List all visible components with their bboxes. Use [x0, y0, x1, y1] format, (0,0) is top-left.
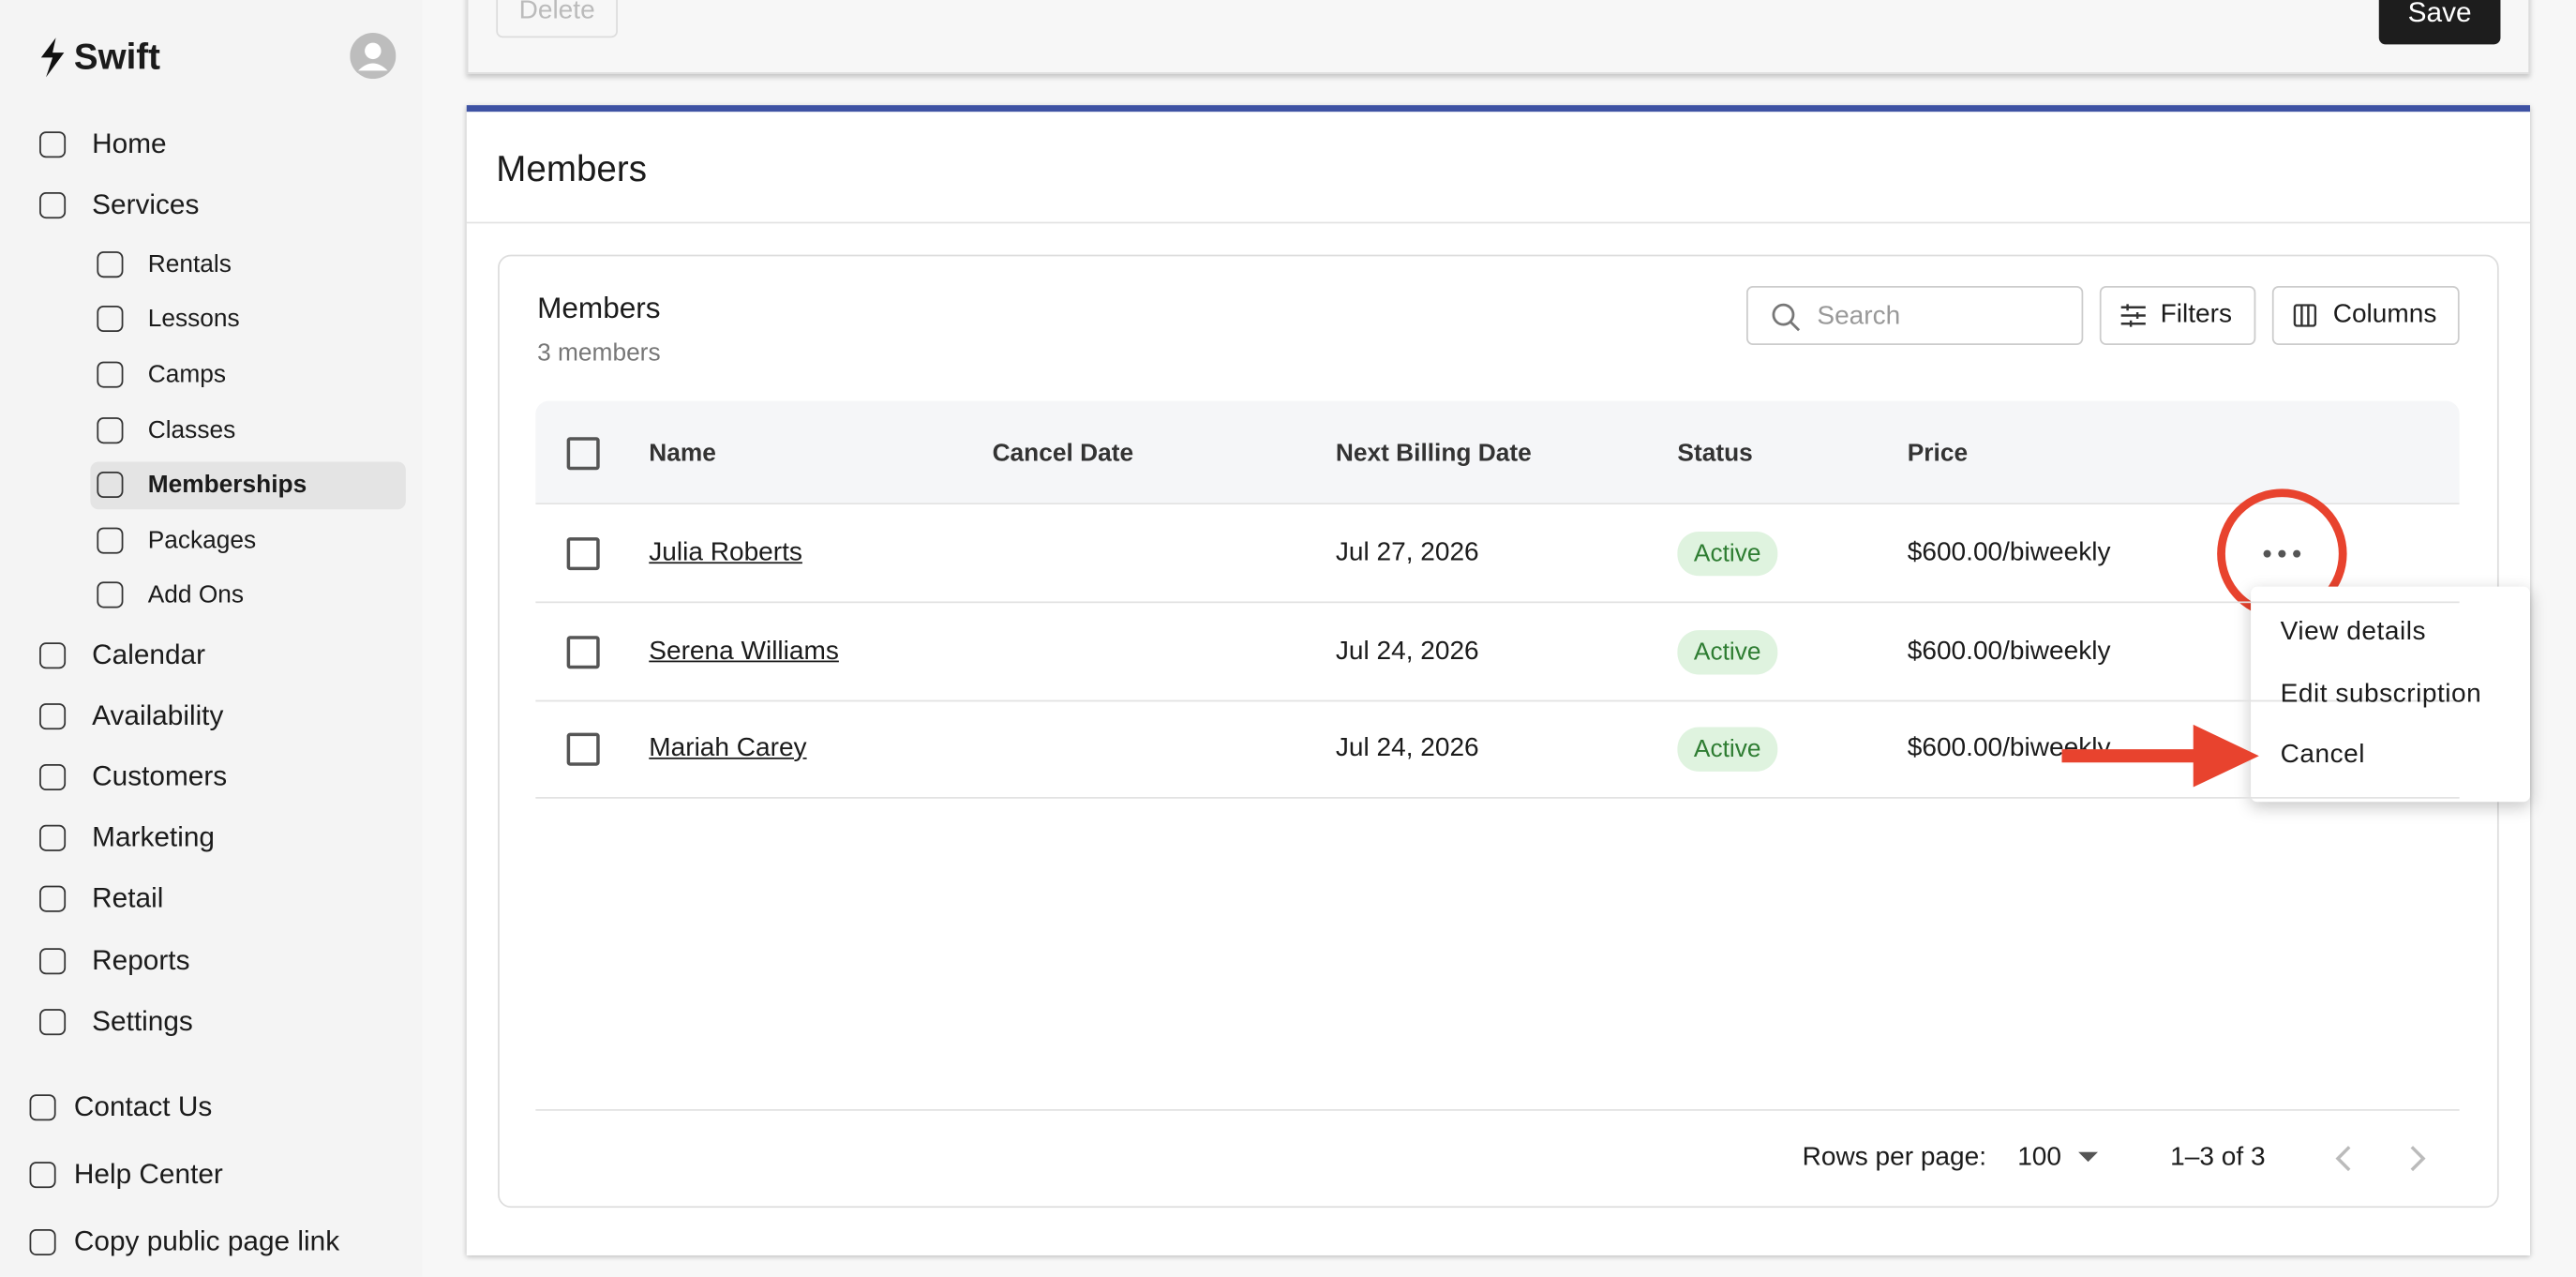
table-title: Members: [537, 292, 661, 325]
row-divider: [535, 601, 2460, 604]
nav-icon: [39, 642, 67, 669]
column-header: Next Billing Date: [1335, 439, 1532, 468]
nav-item[interactable]: Marketing: [92, 821, 215, 854]
status-chip: Active: [1677, 727, 1778, 772]
price: $600.00/biweekly: [1907, 637, 2111, 665]
nav-icon: [39, 764, 67, 791]
nav-icon: [97, 417, 124, 444]
nav-item[interactable]: Home: [92, 128, 167, 160]
menu-item[interactable]: View details: [2280, 617, 2427, 646]
nav-item[interactable]: Retail: [92, 882, 164, 915]
nav-icon: [39, 825, 67, 852]
subnav-item[interactable]: Lessons: [147, 305, 240, 333]
search-box[interactable]: [1746, 285, 2084, 346]
nav-icon: [97, 361, 124, 388]
nav-icon: [29, 1162, 56, 1189]
nav-icon: [39, 703, 67, 730]
nav-item[interactable]: Reports: [92, 943, 190, 976]
nav-active-bg: [90, 461, 406, 510]
rows-per-page-label: Rows per page:: [1802, 1143, 1987, 1172]
nav-item[interactable]: Calendar: [92, 638, 206, 671]
status-chip: Active: [1677, 629, 1778, 674]
nav-item[interactable]: Services: [92, 188, 200, 220]
columns-label: Columns: [2332, 300, 2437, 329]
page-nav[interactable]: [2333, 1146, 2432, 1172]
next-billing-date: Jul 24, 2026: [1335, 637, 1479, 665]
logo: [40, 38, 65, 78]
subnav-item[interactable]: Camps: [147, 360, 227, 389]
page-range: 1–3 of 3: [2170, 1143, 2266, 1172]
select-all-checkbox[interactable]: [566, 437, 600, 471]
nav-icon: [97, 471, 124, 499]
section-title: Members: [496, 147, 647, 189]
rows-per-page-select[interactable]: 100: [2017, 1143, 2061, 1172]
nav-icon: [97, 251, 124, 278]
nav-item[interactable]: Availability: [92, 699, 224, 732]
member-name[interactable]: Serena Williams: [649, 637, 839, 665]
nav-icon: [39, 192, 67, 219]
filters-icon: [2120, 304, 2146, 327]
nav-icon: [39, 131, 67, 158]
table-header: [535, 400, 2460, 505]
table-subtitle: 3 members: [537, 338, 661, 368]
nav-icon: [39, 1008, 67, 1035]
footer-link[interactable]: Help Center: [73, 1158, 223, 1190]
row-checkbox[interactable]: [566, 635, 600, 669]
save-button[interactable]: Save: [2378, 0, 2501, 45]
row-checkbox[interactable]: [566, 537, 600, 571]
row-checkbox[interactable]: [566, 732, 600, 766]
footer-link[interactable]: Contact Us: [73, 1090, 213, 1123]
subnav-item[interactable]: Rentals: [147, 250, 232, 279]
nav-icon: [97, 527, 124, 554]
next-billing-date: Jul 27, 2026: [1335, 538, 1479, 567]
column-header: Status: [1677, 439, 1753, 468]
row-divider: [535, 699, 2460, 701]
dropdown-arrow: [2078, 1151, 2099, 1163]
column-header: Name: [649, 439, 716, 468]
filters-button[interactable]: [2099, 285, 2256, 346]
columns-button[interactable]: [2271, 285, 2460, 346]
price: $600.00/biweekly: [1907, 538, 2111, 567]
nav-icon: [97, 305, 124, 333]
menu-item[interactable]: Cancel: [2280, 741, 2366, 770]
red-arrow: [2061, 724, 2259, 788]
columns-icon: [2293, 304, 2317, 327]
brand: Swift: [73, 36, 160, 78]
top-card: [466, 0, 2531, 74]
nav-icon: [39, 886, 67, 913]
members-card: [466, 105, 2531, 1255]
nav-item[interactable]: Customers: [92, 760, 228, 793]
footer-link[interactable]: Copy public page link: [73, 1225, 340, 1257]
nav-item[interactable]: Settings: [92, 1004, 193, 1037]
nav-icon: [29, 1228, 56, 1255]
sidebar: [0, 0, 423, 1277]
next-billing-date: Jul 24, 2026: [1335, 734, 1479, 763]
subnav-item[interactable]: Add Ons: [147, 580, 245, 609]
footer-divider: [535, 1109, 2460, 1111]
divider: [466, 221, 2531, 224]
nav-icon: [97, 581, 124, 608]
search-placeholder: Search: [1817, 302, 1901, 331]
avatar[interactable]: [350, 33, 397, 80]
subnav-item[interactable]: Packages: [147, 526, 257, 555]
row-divider: [535, 797, 2460, 799]
filters-label: Filters: [2160, 300, 2233, 329]
search-icon: [1772, 303, 1801, 332]
column-header: Price: [1907, 439, 1969, 468]
member-name[interactable]: Julia Roberts: [649, 538, 802, 567]
nav-icon: [39, 947, 67, 974]
member-name[interactable]: Mariah Carey: [649, 734, 807, 763]
subnav-item[interactable]: Classes: [147, 416, 236, 445]
delete-button[interactable]: Delete: [496, 0, 618, 38]
status-chip: Active: [1677, 531, 1778, 577]
nav-icon: [29, 1094, 56, 1121]
menu-item[interactable]: Edit subscription: [2280, 679, 2482, 708]
subnav-item[interactable]: Memberships: [147, 471, 307, 499]
column-header: Cancel Date: [992, 439, 1134, 468]
action-menu: [2251, 586, 2531, 803]
